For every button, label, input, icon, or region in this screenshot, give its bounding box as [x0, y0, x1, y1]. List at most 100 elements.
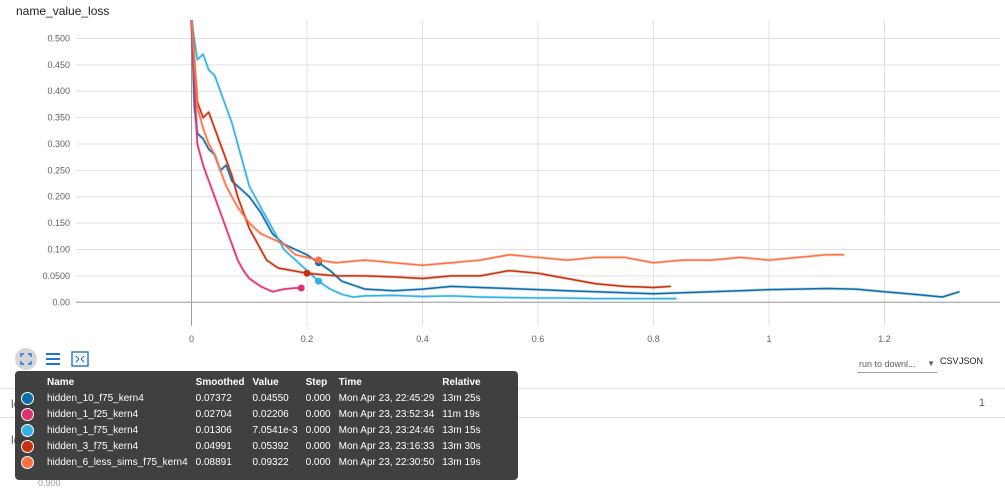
tooltip-row: hidden_1_f25_kern4 0.02704 0.02206 0.000 Mon… — [21, 406, 485, 422]
tooltip-row: hidden_3_f75_kern4 0.04991 0.05392 0.000 Mon… — [21, 438, 485, 454]
chart-title: name_value_loss — [16, 4, 110, 18]
series-line-1[interactable] — [190, 20, 302, 293]
tooltip-cell-smoothed: 0.07372 — [195, 392, 232, 404]
y-tick-label: 0.400 — [47, 86, 70, 96]
tooltip-cell-value: 0.05392 — [252, 440, 289, 452]
series-color-swatch — [21, 407, 34, 421]
expand-icon — [20, 353, 32, 365]
series-color-swatch — [21, 423, 34, 437]
download-csv-link[interactable]: CSV — [940, 356, 959, 366]
chart-tooltip: Name Smoothed Value Step Time Relative h… — [15, 371, 518, 480]
x-tick-label: 1 — [766, 334, 771, 344]
marker-layer — [297, 256, 323, 292]
tooltip-cell-relative: 13m 15s — [442, 424, 481, 436]
chevron-down-icon: ▼ — [927, 359, 935, 368]
tooltip-cell-smoothed: 0.04991 — [195, 440, 232, 452]
lines-icon — [46, 353, 60, 365]
expand-chart-button[interactable] — [15, 348, 37, 370]
hover-marker-2 — [315, 277, 323, 285]
tooltip-cell-step: 0.000 — [305, 440, 331, 452]
run-select-value: run to downl... — [859, 358, 916, 369]
tooltip-header-relative: Relative — [442, 377, 481, 388]
tooltip-cell-step: 0.000 — [305, 424, 331, 436]
series-line-4[interactable] — [190, 20, 845, 267]
y-tick-label: 0.300 — [47, 139, 70, 149]
tooltip-row: hidden_6_less_sims_f75_kern4 0.08891 0.093… — [21, 454, 485, 470]
grid-layer — [76, 20, 1000, 326]
tooltip-cell-relative: 13m 25s — [442, 392, 481, 404]
tooltip-header-row: Name Smoothed Value Step Time Relative — [21, 375, 485, 390]
tooltip-cell-value: 7.0541e-3 — [252, 424, 298, 436]
download-json-link[interactable]: JSON — [959, 356, 984, 366]
tooltip-cell-name: hidden_1_f75_kern4 — [47, 424, 139, 436]
tooltip-swatch-cell — [21, 438, 43, 454]
x-tick-label: 0.6 — [532, 334, 545, 344]
y-tick-label: 0.0500 — [42, 271, 70, 281]
fit-domain-icon — [71, 351, 89, 367]
x-tick-label: 0.2 — [301, 334, 314, 344]
x-tick-label: 0.4 — [416, 334, 429, 344]
hover-marker-3 — [303, 269, 311, 277]
y-tick-label: 0.500 — [47, 33, 70, 43]
tooltip-header-name: Name — [47, 377, 75, 388]
tooltip-swatch-cell — [21, 406, 43, 422]
tooltip-cell-time: Mon Apr 23, 23:52:34 — [338, 408, 435, 420]
tooltip-header-step: Step — [305, 377, 328, 388]
series-line-2[interactable] — [190, 20, 677, 300]
tooltip-cell-step: 0.000 — [305, 408, 331, 420]
series-line-0[interactable] — [190, 20, 960, 298]
series-raw-line-4 — [190, 20, 845, 267]
tooltip-cell-time: Mon Apr 23, 23:24:46 — [338, 424, 435, 436]
series-color-swatch — [21, 439, 34, 453]
tooltip-cell-relative: 13m 30s — [442, 440, 481, 452]
tooltip-cell-step: 0.000 — [305, 392, 331, 404]
y-tick-label: 0.200 — [47, 192, 70, 202]
run-download-select[interactable]: run to downl... ▼ — [857, 355, 937, 373]
tooltip-cell-name: hidden_1_f25_kern4 — [47, 408, 139, 420]
tooltip-cell-smoothed: 0.01306 — [195, 424, 232, 436]
toggle-y-log-button[interactable] — [42, 348, 64, 370]
hover-marker-4 — [315, 256, 323, 264]
tooltip-cell-smoothed: 0.02704 — [195, 408, 232, 420]
tooltip-swatch-cell — [21, 422, 43, 438]
tooltip-cell-name: hidden_10_f75_kern4 — [47, 392, 144, 404]
y-tick-label: 0.250 — [47, 165, 70, 175]
y-tick-label: 0.350 — [47, 113, 70, 123]
y-tick-label: 0.100 — [47, 245, 70, 255]
tooltip-cell-time: Mon Apr 23, 23:16:33 — [338, 440, 435, 452]
tooltip-header-swatch — [21, 375, 43, 390]
tooltip-cell-value: 0.09322 — [252, 456, 289, 468]
tooltip-cell-name: hidden_6_less_sims_f75_kern4 — [47, 456, 188, 468]
tooltip-cell-name: hidden_3_f75_kern4 — [47, 440, 139, 452]
x-tick-label: 1.2 — [878, 334, 891, 344]
series-raw-line-3 — [190, 20, 671, 290]
loss-card-count: 1 — [978, 397, 985, 409]
tooltip-cell-value: 0.02206 — [252, 408, 289, 420]
tooltip-cell-relative: 11m 19s — [442, 408, 480, 420]
tooltip-row: hidden_10_f75_kern4 0.07372 0.04550 0.000 Mo… — [21, 390, 485, 406]
y-tick-label: 0.150 — [47, 218, 70, 228]
tooltip-body: hidden_10_f75_kern4 0.07372 0.04550 0.000 Mo… — [21, 390, 485, 470]
series-color-swatch — [21, 391, 34, 405]
tooltip-table: Name Smoothed Value Step Time Relative h… — [21, 375, 485, 470]
y-tick-label: 0.450 — [47, 60, 70, 70]
fit-domain-button[interactable] — [69, 348, 91, 370]
tooltip-row: hidden_1_f75_kern4 0.01306 7.0541e-3 0.000 M… — [21, 422, 485, 438]
x-tick-label: 0 — [189, 334, 194, 344]
tooltip-header-value: Value — [252, 377, 279, 388]
tooltip-cell-time: Mon Apr 23, 22:30:50 — [338, 456, 435, 468]
line-chart[interactable]: 0 0.2 0.4 0.6 0.8 1 1.2 0.00 0.0500 0.100 0.150 0.2… — [0, 20, 1005, 350]
tooltip-cell-smoothed: 0.08891 — [195, 456, 232, 468]
tooltip-cell-value: 0.04550 — [252, 392, 289, 404]
hover-marker-1 — [297, 284, 305, 292]
tooltip-cell-step: 0.000 — [305, 456, 331, 468]
tooltip-header-time: Time — [338, 377, 362, 388]
next-chart-y-tick: 0.900 — [38, 478, 61, 488]
tooltip-swatch-cell — [21, 390, 43, 406]
series-line-3[interactable] — [190, 20, 671, 289]
series-layer — [190, 20, 961, 301]
tooltip-swatch-cell — [21, 454, 43, 470]
tick-layer: 0 0.2 0.4 0.6 0.8 1 1.2 0.00 0.0500 0.100 0.150 0.2… — [42, 33, 890, 344]
tooltip-cell-time: Mon Apr 23, 22:45:29 — [338, 392, 435, 404]
tooltip-cell-relative: 13m 19s — [442, 456, 481, 468]
